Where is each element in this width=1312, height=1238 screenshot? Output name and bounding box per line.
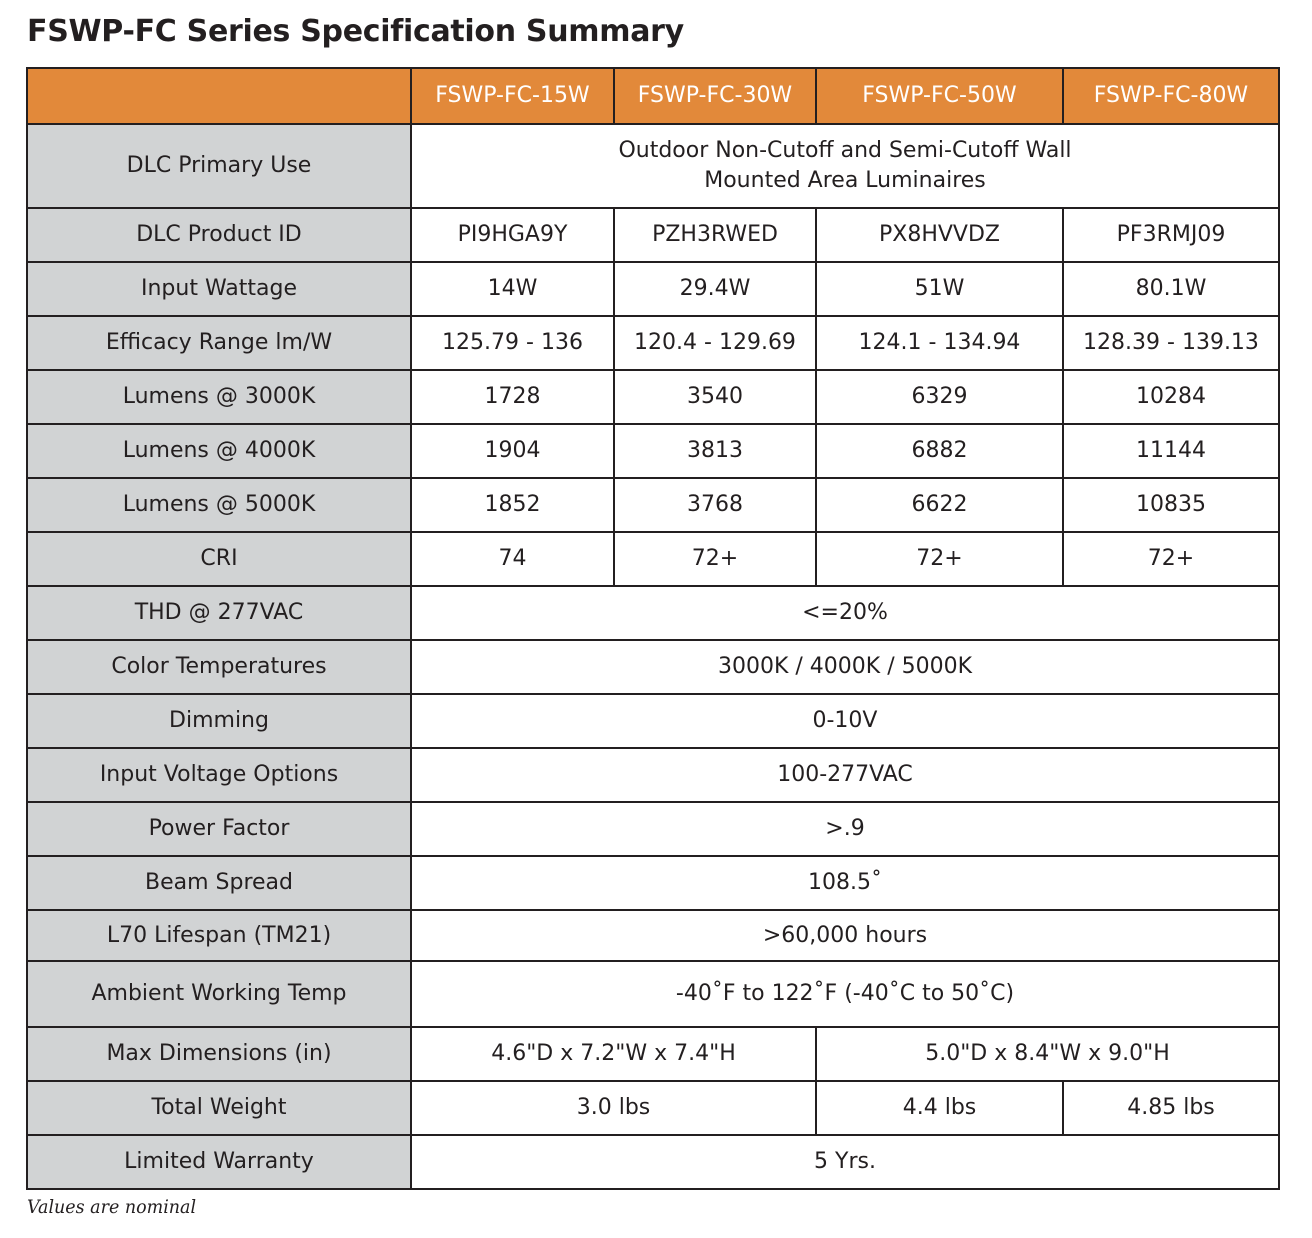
header-corner-cell xyxy=(26,67,412,125)
table-row: CRI 74 72+ 72+ 72+ xyxy=(26,531,1280,587)
table-cell: 125.79 - 136 xyxy=(410,315,615,371)
table-cell: 4.6"D x 7.2"W x 7.4"H xyxy=(410,1026,817,1082)
table-cell: 10835 xyxy=(1062,477,1280,533)
table-row: Limited Warranty 5 Yrs. xyxy=(26,1134,1280,1190)
table-row: THD @ 277VAC <=20% xyxy=(26,585,1280,641)
table-cell: 6882 xyxy=(815,423,1064,479)
table-cell: 4.4 lbs xyxy=(815,1080,1064,1136)
row-label: CRI xyxy=(26,531,412,587)
dlc-primary-use-value: Outdoor Non-Cutoff and Semi-Cutoff Wall … xyxy=(410,123,1280,209)
row-label: Input Voltage Options xyxy=(26,747,412,803)
table-cell: 10284 xyxy=(1062,369,1280,425)
table-cell: >60,000 hours xyxy=(410,909,1280,962)
table-cell: >.9 xyxy=(410,801,1280,857)
table-cell: 11144 xyxy=(1062,423,1280,479)
table-row: Beam Spread 108.5˚ xyxy=(26,855,1280,911)
table-cell: PX8HVVDZ xyxy=(815,207,1064,263)
table-cell: 14W xyxy=(410,261,615,317)
row-label: Lumens @ 4000K xyxy=(26,423,412,479)
table-cell: 51W xyxy=(815,261,1064,317)
table-cell: 124.1 - 134.94 xyxy=(815,315,1064,371)
table-cell: 74 xyxy=(410,531,615,587)
table-cell: 80.1W xyxy=(1062,261,1280,317)
row-label: Beam Spread xyxy=(26,855,412,911)
model-header: FSWP-FC-30W xyxy=(613,67,817,125)
row-label: DLC Product ID xyxy=(26,207,412,263)
table-row: Dimming 0-10V xyxy=(26,693,1280,749)
row-label: THD @ 277VAC xyxy=(26,585,412,641)
table-row: Max Dimensions (in) 4.6"D x 7.2"W x 7.4"… xyxy=(26,1026,1280,1082)
table-cell: 72+ xyxy=(815,531,1064,587)
table-cell: 3813 xyxy=(613,423,817,479)
model-header: FSWP-FC-15W xyxy=(410,67,615,125)
page-title: FSWP-FC Series Specification Summary xyxy=(27,14,684,49)
table-cell: 3000K / 4000K / 5000K xyxy=(410,639,1280,695)
table-cell: 72+ xyxy=(1062,531,1280,587)
table-cell: -40˚F to 122˚F (-40˚C to 50˚C) xyxy=(410,960,1280,1028)
table-row: Lumens @ 4000K 1904 3813 6882 11144 xyxy=(26,423,1280,479)
dlc-primary-use-line: Mounted Area Luminaires xyxy=(704,168,986,193)
table-cell: 5 Yrs. xyxy=(410,1134,1280,1190)
table-cell: 0-10V xyxy=(410,693,1280,749)
table-row: Lumens @ 5000K 1852 3768 6622 10835 xyxy=(26,477,1280,533)
table-cell: 29.4W xyxy=(613,261,817,317)
table-cell: 3768 xyxy=(613,477,817,533)
table-cell: PI9HGA9Y xyxy=(410,207,615,263)
table-cell: 5.0"D x 8.4"W x 9.0"H xyxy=(815,1026,1280,1082)
row-label: Dimming xyxy=(26,693,412,749)
row-label: Total Weight xyxy=(26,1080,412,1136)
row-label: Max Dimensions (in) xyxy=(26,1026,412,1082)
table-row: Ambient Working Temp -40˚F to 122˚F (-40… xyxy=(26,960,1280,1028)
table-row: L70 Lifespan (TM21) >60,000 hours xyxy=(26,909,1280,962)
row-label: DLC Primary Use xyxy=(26,123,412,209)
table-row: Efficacy Range lm/W 125.79 - 136 120.4 -… xyxy=(26,315,1280,371)
model-header: FSWP-FC-50W xyxy=(815,67,1064,125)
footnote: Values are nominal xyxy=(27,1196,197,1218)
table-cell: 6622 xyxy=(815,477,1064,533)
table-cell: 1852 xyxy=(410,477,615,533)
table-cell: 128.39 - 139.13 xyxy=(1062,315,1280,371)
model-header: FSWP-FC-80W xyxy=(1062,67,1280,125)
table-row: DLC Primary Use Outdoor Non-Cutoff and S… xyxy=(26,123,1280,209)
table-cell: <=20% xyxy=(410,585,1280,641)
row-label: Efficacy Range lm/W xyxy=(26,315,412,371)
table-row: Lumens @ 3000K 1728 3540 6329 10284 xyxy=(26,369,1280,425)
table-row: DLC Product ID PI9HGA9Y PZH3RWED PX8HVVD… xyxy=(26,207,1280,263)
table-cell: 3540 xyxy=(613,369,817,425)
table-cell: 120.4 - 129.69 xyxy=(613,315,817,371)
table-cell: 1728 xyxy=(410,369,615,425)
table-row: Input Voltage Options 100-277VAC xyxy=(26,747,1280,803)
row-label: Ambient Working Temp xyxy=(26,960,412,1028)
table-cell: 72+ xyxy=(613,531,817,587)
table-row: Input Wattage 14W 29.4W 51W 80.1W xyxy=(26,261,1280,317)
specification-table: FSWP-FC-15W FSWP-FC-30W FSWP-FC-50W FSWP… xyxy=(26,67,1280,1190)
table-cell: 100-277VAC xyxy=(410,747,1280,803)
table-cell: 3.0 lbs xyxy=(410,1080,817,1136)
row-label: Lumens @ 3000K xyxy=(26,369,412,425)
table-row: Color Temperatures 3000K / 4000K / 5000K xyxy=(26,639,1280,695)
table-cell: 4.85 lbs xyxy=(1062,1080,1280,1136)
table-cell: 1904 xyxy=(410,423,615,479)
header-row: FSWP-FC-15W FSWP-FC-30W FSWP-FC-50W FSWP… xyxy=(26,67,1280,125)
table-cell: PZH3RWED xyxy=(613,207,817,263)
table-cell: 6329 xyxy=(815,369,1064,425)
row-label: Power Factor xyxy=(26,801,412,857)
row-label: Color Temperatures xyxy=(26,639,412,695)
dlc-primary-use-line: Outdoor Non-Cutoff and Semi-Cutoff Wall xyxy=(618,138,1072,163)
row-label: Limited Warranty xyxy=(26,1134,412,1190)
table-cell: PF3RMJ09 xyxy=(1062,207,1280,263)
table-cell: 108.5˚ xyxy=(410,855,1280,911)
row-label: Input Wattage xyxy=(26,261,412,317)
table-row: Power Factor >.9 xyxy=(26,801,1280,857)
row-label: L70 Lifespan (TM21) xyxy=(26,909,412,962)
table-row: Total Weight 3.0 lbs 4.4 lbs 4.85 lbs xyxy=(26,1080,1280,1136)
row-label: Lumens @ 5000K xyxy=(26,477,412,533)
